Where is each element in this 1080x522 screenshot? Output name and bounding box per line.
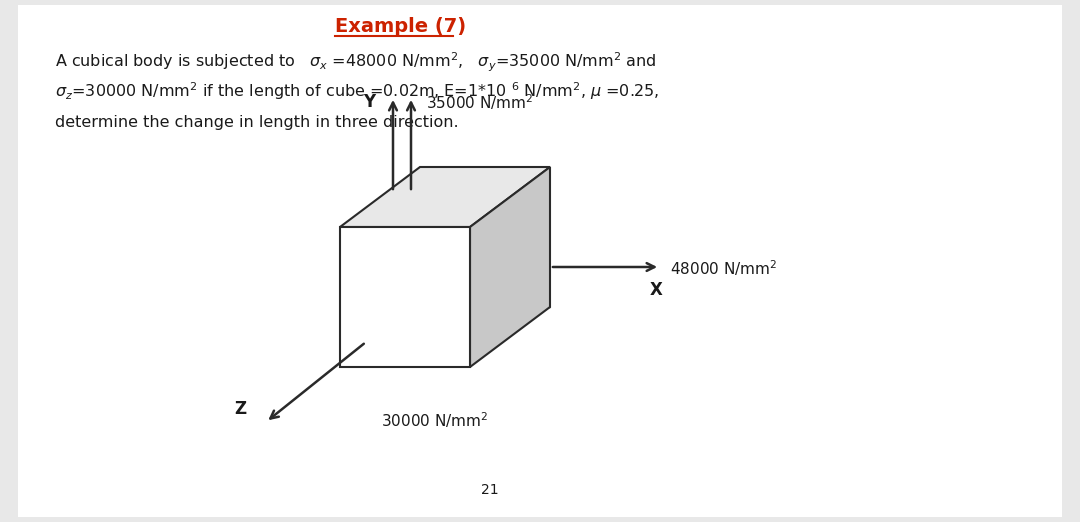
Text: 21: 21 bbox=[482, 483, 499, 497]
Text: 30000 N/mm$^2$: 30000 N/mm$^2$ bbox=[381, 410, 488, 430]
Polygon shape bbox=[340, 227, 470, 367]
Text: Z: Z bbox=[234, 400, 246, 418]
FancyBboxPatch shape bbox=[18, 5, 1062, 517]
Text: $\boldsymbol{\sigma_z}$=30000 N/mm$^2$ if the length of cube =0.02m, E=1*10 $^6$: $\boldsymbol{\sigma_z}$=30000 N/mm$^2$ i… bbox=[55, 80, 659, 102]
Polygon shape bbox=[470, 167, 550, 367]
Text: 35000 N/mm$^2$: 35000 N/mm$^2$ bbox=[426, 92, 534, 112]
Text: determine the change in length in three direction.: determine the change in length in three … bbox=[55, 115, 459, 130]
Polygon shape bbox=[340, 167, 550, 227]
Text: X: X bbox=[650, 281, 663, 299]
Text: Y: Y bbox=[363, 93, 375, 111]
Text: 48000 N/mm$^2$: 48000 N/mm$^2$ bbox=[670, 258, 778, 278]
Text: Example (7): Example (7) bbox=[335, 17, 467, 36]
Text: A cubical body is subjected to   $\boldsymbol{\sigma_x}$ =48000 N/mm$^2$,   $\bo: A cubical body is subjected to $\boldsym… bbox=[55, 51, 657, 74]
